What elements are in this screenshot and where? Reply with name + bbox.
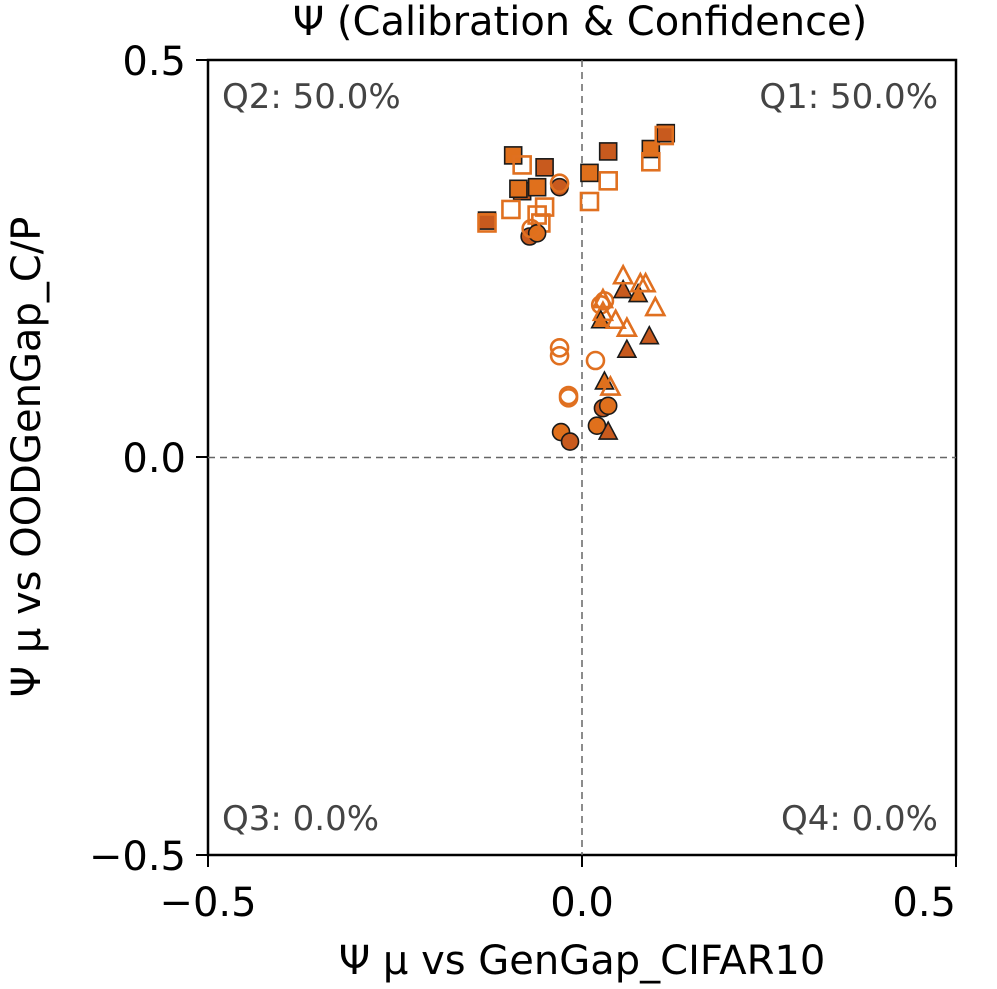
data-point-circle xyxy=(549,337,570,358)
y-tick-label: 0.5 xyxy=(122,39,186,85)
data-point-circle xyxy=(585,350,606,371)
x-axis-label: Ψ μ vs GenGap_CIFAR10 xyxy=(339,938,826,984)
data-point-circle xyxy=(550,177,569,197)
data-point-triangle xyxy=(599,374,622,396)
data-point-square xyxy=(477,213,497,233)
data-point-circle xyxy=(549,173,570,194)
quadrant-label-q4: Q4: 0.0% xyxy=(781,799,938,839)
data-point-triangle xyxy=(627,282,649,303)
data-point-square xyxy=(509,179,528,199)
data-point-circle xyxy=(549,345,570,366)
data-point-triangle xyxy=(612,278,634,299)
data-point-square xyxy=(641,151,661,172)
quadrant-label-q1: Q1: 50.0% xyxy=(759,77,938,117)
data-point-triangle xyxy=(611,263,635,285)
data-point-triangle xyxy=(644,295,667,317)
data-point-square xyxy=(598,142,618,161)
data-point-square xyxy=(512,155,532,175)
data-point-square xyxy=(654,125,675,146)
data-point-square xyxy=(501,199,521,220)
data-point-circle xyxy=(560,432,580,451)
data-point-square xyxy=(580,163,599,183)
data-point-triangle xyxy=(597,420,619,440)
chart-title: Ψ (Calibration & Confidence) xyxy=(293,0,868,45)
data-point-triangle xyxy=(616,338,638,358)
y-axis-label: Ψ μ vs OODGenGap_C/P xyxy=(4,217,50,698)
data-point-square xyxy=(535,158,554,177)
quadrant-label-q2: Q2: 50.0% xyxy=(222,77,401,117)
data-point-triangle xyxy=(591,287,615,309)
axis-ticks xyxy=(196,59,957,867)
data-markers xyxy=(477,123,676,451)
x-tick-label: 0.0 xyxy=(550,880,614,926)
y-tick-label: 0.0 xyxy=(122,436,186,482)
data-point-triangle xyxy=(634,271,657,293)
data-point-triangle xyxy=(615,315,639,338)
data-point-square xyxy=(527,177,547,197)
data-point-circle xyxy=(521,218,541,239)
y-tick-label: −0.5 xyxy=(89,834,186,880)
x-tick-label: −0.5 xyxy=(159,880,256,926)
data-point-square xyxy=(598,171,618,191)
data-point-triangle xyxy=(638,324,660,345)
quadrant-label-q3: Q3: 0.0% xyxy=(222,799,379,839)
data-point-circle xyxy=(598,396,618,416)
x-tick-label: 0.5 xyxy=(892,880,956,926)
data-point-circle xyxy=(558,388,579,408)
data-point-triangle xyxy=(591,300,615,322)
data-point-square xyxy=(656,123,676,143)
data-point-square xyxy=(579,191,600,212)
